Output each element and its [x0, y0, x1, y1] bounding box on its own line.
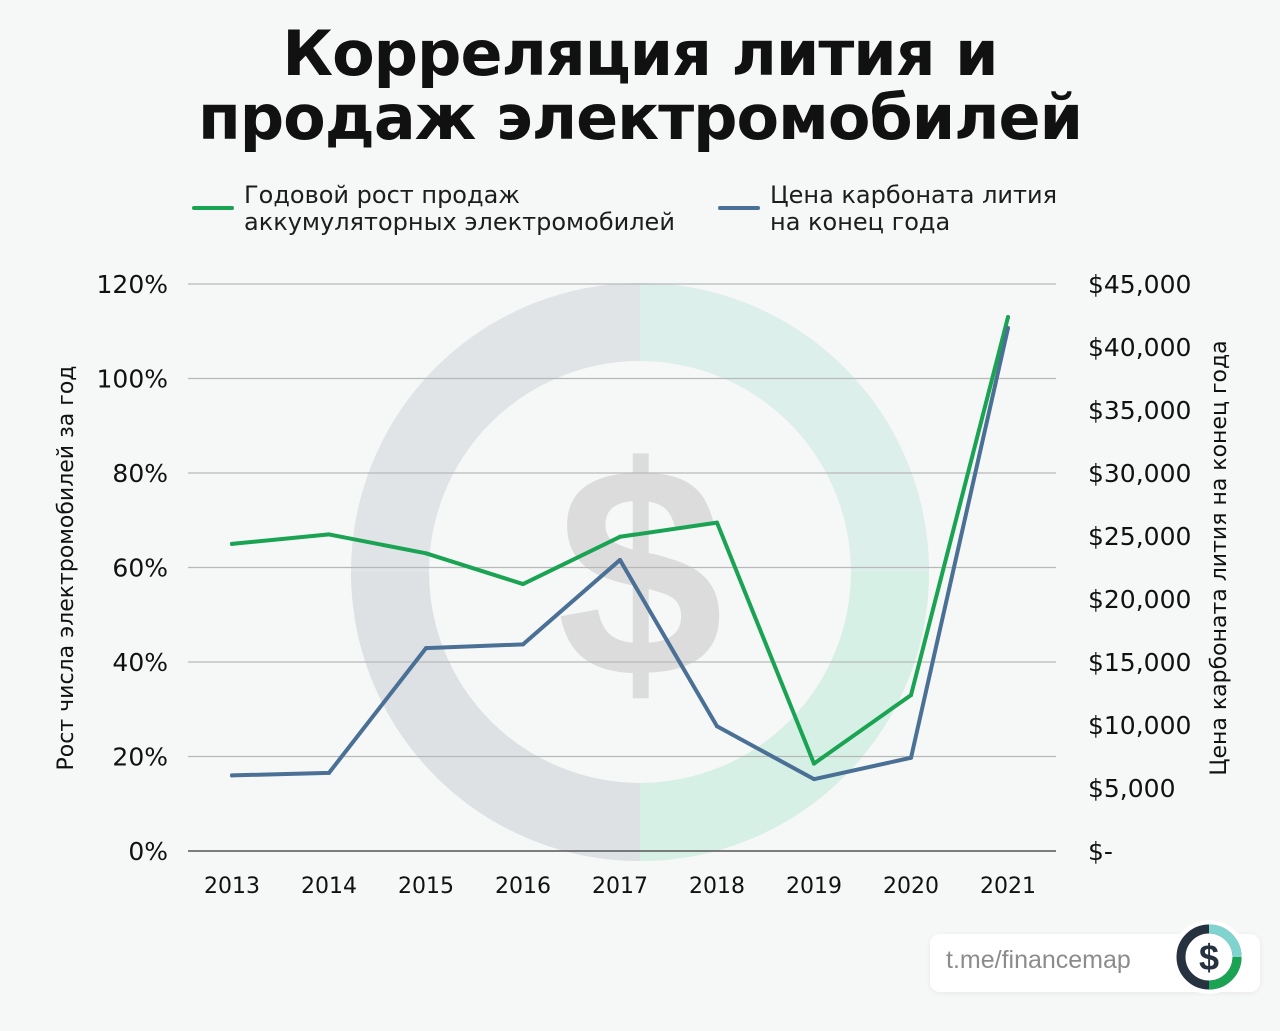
y-left-tick-label: 60% [112, 554, 168, 583]
data-point-ev-sales-growth [715, 520, 719, 525]
y-left-tick-label: 0% [128, 837, 168, 866]
x-tick-label: 2021 [980, 874, 1036, 899]
data-point-ev-sales-growth [909, 693, 913, 698]
dollar-ring-icon: $ [1172, 920, 1246, 994]
y-axis-left-label: Рост числа электромобилей за год [54, 366, 79, 771]
y-right-tick-label: $10,000 [1088, 711, 1191, 740]
chart-title: Корреляция лития и продаж электромобилей [0, 22, 1280, 150]
x-tick-label: 2014 [301, 874, 357, 899]
y-right-tick-label: $- [1088, 837, 1113, 866]
y-right-tick-label: $35,000 [1088, 396, 1191, 425]
x-tick-label: 2016 [495, 874, 551, 899]
y-right-tick-label: $45,000 [1088, 270, 1191, 299]
y-left-tick-label: 20% [112, 743, 168, 772]
y-right-tick-label: $5,000 [1088, 774, 1175, 803]
y-right-tick-label: $15,000 [1088, 648, 1191, 677]
x-tick-label: 2020 [883, 874, 939, 899]
data-point-ev-sales-growth [327, 532, 331, 537]
data-point-lithium-price [812, 777, 816, 782]
data-point-ev-sales-growth [618, 534, 622, 539]
y-right-tick-label: $30,000 [1088, 459, 1191, 488]
x-tick-label: 2015 [398, 874, 454, 899]
svg-text:$: $ [557, 404, 724, 740]
chart-title-line-2: продаж электромобилей [197, 81, 1083, 154]
data-point-ev-sales-growth [521, 582, 525, 587]
y-left-tick-label: 40% [112, 648, 168, 677]
telegram-link[interactable]: t.me/financemap [946, 946, 1131, 974]
y-left-tick-label: 100% [97, 365, 168, 394]
data-point-ev-sales-growth [424, 551, 428, 556]
data-point-ev-sales-growth [812, 761, 816, 766]
y-axis-right-label: Цена карбоната лития на конец года [1207, 340, 1232, 775]
data-point-lithium-price [909, 755, 913, 760]
data-point-lithium-price [327, 770, 331, 775]
legend-label-lithium-price: Цена карбоната лития на конец года [770, 181, 1058, 236]
legend-item-ev-sales: Годовой рост продаж аккумуляторных элект… [192, 182, 675, 236]
y-right-tick-label: $25,000 [1088, 522, 1191, 551]
x-tick-label: 2018 [689, 874, 745, 899]
legend-swatch-lithium-price [718, 206, 760, 210]
legend-label-ev-sales: Годовой рост продаж аккумуляторных элект… [244, 181, 675, 236]
watermark-dollar-ring-icon: $ [351, 283, 929, 861]
data-point-lithium-price [521, 642, 525, 647]
data-point-lithium-price [1006, 326, 1010, 331]
chart-title-line-1: Корреляция лития и [282, 17, 998, 90]
y-left-tick-label: 80% [112, 459, 168, 488]
y-right-tick-label: $20,000 [1088, 585, 1191, 614]
data-point-lithium-price [715, 724, 719, 729]
y-right-tick-label: $40,000 [1088, 333, 1191, 362]
legend-item-lithium-price: Цена карбоната лития на конец года [718, 182, 1057, 236]
x-tick-label: 2019 [786, 874, 842, 899]
data-point-lithium-price [230, 773, 234, 778]
data-point-ev-sales-growth [1006, 315, 1010, 320]
data-point-lithium-price [424, 646, 428, 651]
x-tick-label: 2017 [592, 874, 648, 899]
legend-swatch-ev-sales [192, 206, 234, 210]
data-point-lithium-price [618, 557, 622, 562]
y-left-tick-label: 120% [97, 270, 168, 299]
x-tick-label: 2013 [204, 874, 260, 899]
svg-text:$: $ [1199, 937, 1219, 978]
data-point-ev-sales-growth [230, 541, 234, 546]
